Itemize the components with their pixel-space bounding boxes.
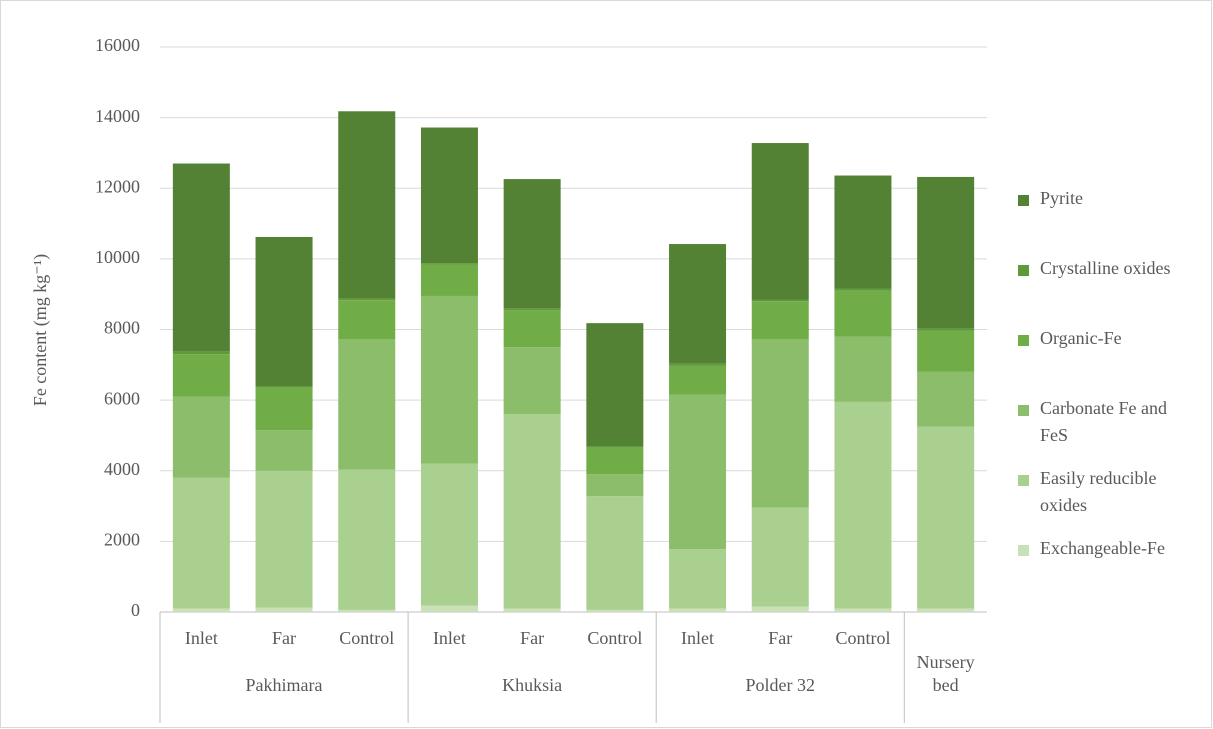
legend-swatch <box>1018 265 1029 276</box>
x-tick-label: Far <box>520 628 544 648</box>
bar-segment <box>338 300 396 340</box>
legend-swatch <box>1018 545 1029 556</box>
bar-segment <box>338 469 396 610</box>
legend-swatch <box>1018 405 1029 416</box>
bar-segment <box>669 244 727 364</box>
y-axis-label: Fe content (mg kg⁻¹) <box>30 254 51 406</box>
y-tick-label: 4000 <box>104 459 140 479</box>
x-tick-label: Control <box>835 628 890 648</box>
bar-segment <box>586 474 644 497</box>
y-tick-label: 0 <box>131 600 140 620</box>
bar-segment <box>751 301 809 340</box>
x-tick-label: Inlet <box>185 628 218 648</box>
bar-segment <box>503 347 561 415</box>
bar-segment <box>338 111 396 299</box>
bar-segment <box>834 401 892 609</box>
y-tick-label: 6000 <box>104 388 140 408</box>
group-label: Nursery bed <box>917 652 975 695</box>
bar-segment <box>503 414 561 609</box>
bar-segment <box>586 496 644 610</box>
bar-segment <box>172 477 230 609</box>
bar-segment <box>586 323 644 447</box>
bar-segment <box>420 463 478 606</box>
bar-segment <box>503 608 561 612</box>
bar-segment <box>503 179 561 309</box>
bar-segment <box>669 363 727 366</box>
bar-segment <box>586 609 644 612</box>
bar-segment <box>917 328 975 331</box>
bar-segment <box>834 608 892 612</box>
y-tick-label: 14000 <box>95 106 140 126</box>
group-label: Polder 32 <box>746 675 816 695</box>
bar-segment <box>255 430 313 471</box>
bar-segment <box>834 175 892 289</box>
y-tick-label: 16000 <box>95 35 140 55</box>
bar-segment <box>338 609 396 612</box>
bar-segment <box>834 288 892 291</box>
bar-segment <box>338 339 396 470</box>
bar-segment <box>255 607 313 612</box>
x-tick-label: Control <box>587 628 642 648</box>
bar-segment <box>586 446 644 448</box>
bar-segment <box>917 330 975 372</box>
y-tick-label: 12000 <box>95 176 140 196</box>
bar-segment <box>751 299 809 302</box>
x-tick-label: Inlet <box>433 628 466 648</box>
legend-label: Pyrite <box>1040 188 1083 208</box>
bar-segment <box>338 298 396 301</box>
bar-segment <box>503 310 561 348</box>
bar-segment <box>669 365 727 395</box>
bar-segment <box>751 143 809 300</box>
bar-segment <box>669 549 727 609</box>
bar-segment <box>834 336 892 402</box>
bar-segment <box>172 354 230 397</box>
bar-segment <box>420 605 478 612</box>
bar-segment <box>172 396 230 478</box>
legend-swatch <box>1018 195 1029 206</box>
x-tick-label: Far <box>768 628 792 648</box>
bar-segment <box>503 308 561 311</box>
bar-segment <box>669 608 727 612</box>
legend-label: Organic-Fe <box>1040 328 1122 348</box>
legend-label: Exchangeable-Fe <box>1040 538 1165 558</box>
y-tick-label: 8000 <box>104 318 140 338</box>
bar-segment <box>751 606 809 612</box>
legend-label: Carbonate Fe and FeS <box>1040 398 1167 445</box>
x-tick-label: Control <box>339 628 394 648</box>
x-tick-label: Inlet <box>681 628 714 648</box>
bar-segment <box>751 507 809 607</box>
bar-segment <box>255 386 313 388</box>
bar-segment <box>420 264 478 296</box>
y-tick-label: 2000 <box>104 530 140 550</box>
bar-segment <box>917 426 975 609</box>
bar-segment <box>751 339 809 508</box>
legend-swatch <box>1018 475 1029 486</box>
x-tick-label: Far <box>272 628 296 648</box>
bar-segment <box>420 263 478 265</box>
bar-segment <box>420 127 478 264</box>
group-label: Pakhimara <box>246 675 323 695</box>
bar-segment <box>917 176 975 329</box>
bar-segment <box>834 290 892 337</box>
bar-segment <box>420 295 478 464</box>
bar-segment <box>917 371 975 427</box>
bar-segment <box>255 387 313 431</box>
bar-segment <box>255 236 313 386</box>
bar-segment <box>917 608 975 612</box>
legend-swatch <box>1018 335 1029 346</box>
group-label: Khuksia <box>502 675 562 695</box>
bar-segment <box>669 394 727 550</box>
y-tick-label: 10000 <box>95 247 140 267</box>
bar-segment <box>172 608 230 612</box>
bar-segment <box>586 447 644 475</box>
bar-segment <box>255 470 313 608</box>
legend-label: Easily reducible oxides <box>1040 468 1156 515</box>
bar-segment <box>172 351 230 355</box>
legend-label: Crystalline oxides <box>1040 258 1170 278</box>
bar-segment <box>172 163 230 352</box>
